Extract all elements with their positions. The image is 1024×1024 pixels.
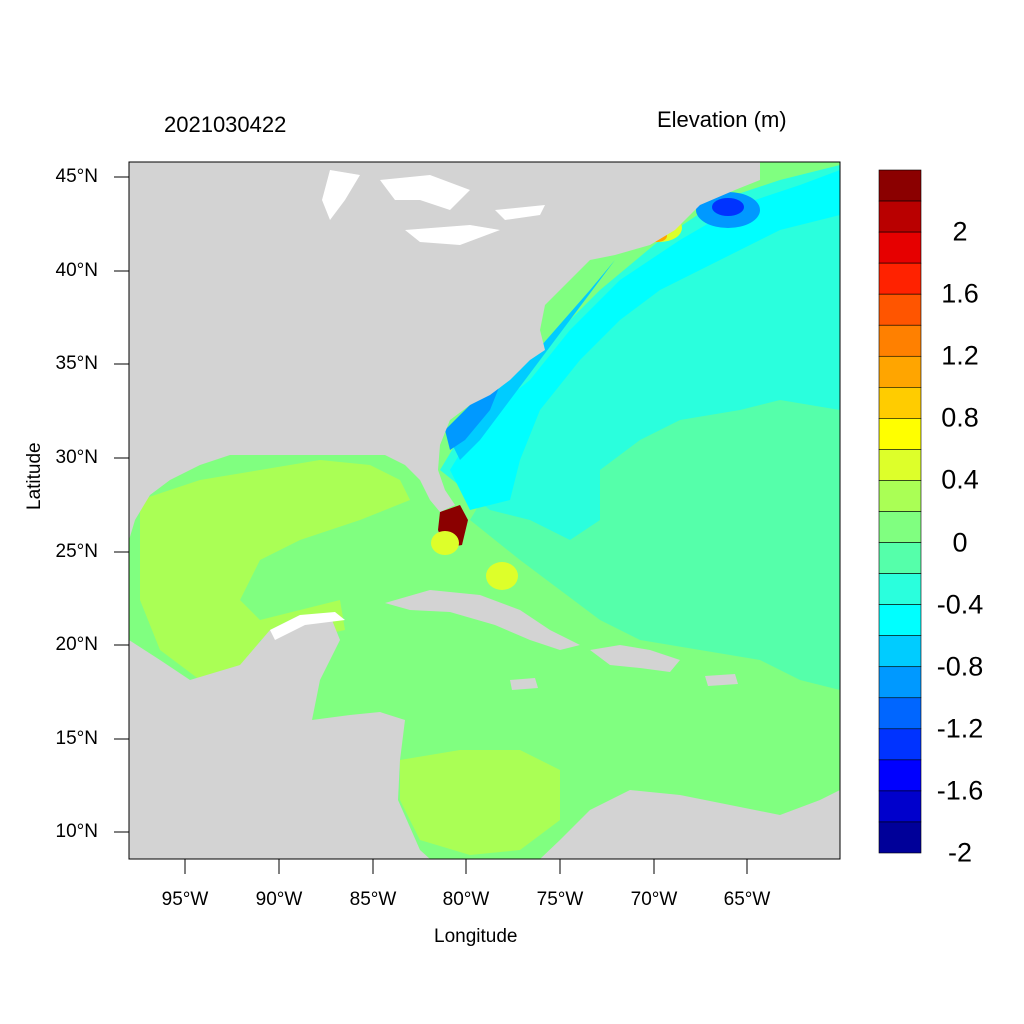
colorbar-swatch [878,542,922,574]
yucatan-shelf [270,612,345,640]
colorbar-swatch [878,666,922,699]
colorbar-swatch [878,635,922,668]
colorbar-swatch [878,759,922,792]
coastal-lightblue-water [450,260,615,460]
cuba-land [385,590,580,650]
colorbar-swatch [878,418,922,450]
lat-tick-label: 25°N [55,541,98,562]
colorbar-label: -0.8 [936,651,984,682]
florida-bay-high [431,531,459,555]
colorbar-swatch [878,355,922,388]
lat-tick-marks [114,176,129,833]
lat-tick-label: 30°N [55,447,98,468]
colorbar-label: 1.2 [941,340,979,371]
puerto-rico-land [705,674,738,686]
gulf-of-mexico-water [140,460,410,680]
colorbar-swatch [878,728,922,761]
colorbar-label: -1.6 [936,775,984,806]
colorbar-swatch [878,573,922,605]
timestamp-title: 2021030422 [164,112,287,137]
map-plot-area [129,162,840,859]
colorbar-swatch [878,200,922,233]
lat-tick-label: 15°N [55,728,98,749]
colorbar-label: 0 [952,527,968,558]
colorbar-swatch [878,387,922,419]
south-america-land [540,790,840,859]
caribbean-south-water [400,750,560,855]
lon-tick-marks [184,859,748,874]
lon-tick-label: 75°W [536,889,584,910]
lat-tick-label: 40°N [55,260,98,281]
elevation-colorbar [878,169,922,854]
colorbar-swatch [878,449,922,481]
y-axis-label: Latitude [24,442,45,510]
lat-tick-label: 45°N [55,166,98,187]
lon-tick-label: 85°W [349,889,397,910]
lon-tick-label: 80°W [442,889,490,910]
lat-tick-label: 35°N [55,353,98,374]
colorbar-swatch [878,697,922,730]
lat-tick-label: 10°N [55,821,98,842]
lon-tick-label: 70°W [630,889,678,910]
bahamas-high [486,562,518,590]
lon-tick-label: 90°W [255,889,303,910]
lon-tick-label: 65°W [723,889,771,910]
colorbar-swatch [878,169,922,202]
coastal-blue-water [445,385,500,450]
gulf-of-maine-core [712,198,744,216]
mexico-central-america-land [129,615,430,859]
colorbar-swatch [878,511,922,543]
variable-title: Elevation (m) [657,107,787,132]
coastal-cyan-water [450,170,840,510]
atlantic-shelf-water [440,165,840,540]
colorbar-label: -1.2 [936,713,984,744]
jamaica-land [510,678,538,690]
colorbar-swatch [878,324,922,357]
colorbar-swatch [878,293,922,326]
lon-tick-label: 95°W [161,889,209,910]
colorbar-label: 0.8 [941,402,979,433]
colorbar-swatch [878,480,922,512]
colorbar-swatch [878,262,922,295]
colorbar-label: 1.6 [941,278,979,309]
colorbar-swatch [878,231,922,264]
plot-frame [128,161,841,860]
colorbar-swatch [878,790,922,823]
lat-tick-label: 20°N [55,634,98,655]
colorbar-label: 2 [952,216,968,247]
colorbar-label: -0.4 [936,589,984,620]
great-lakes [322,170,545,245]
colorbar-swatch [878,604,922,636]
colorbar-label: -2 [947,837,973,868]
north-america-land [129,162,760,540]
x-axis-label: Longitude [434,926,518,947]
hispaniola-land [590,645,680,672]
colorbar-swatch [878,821,922,854]
colorbar-label: 0.4 [941,464,979,495]
